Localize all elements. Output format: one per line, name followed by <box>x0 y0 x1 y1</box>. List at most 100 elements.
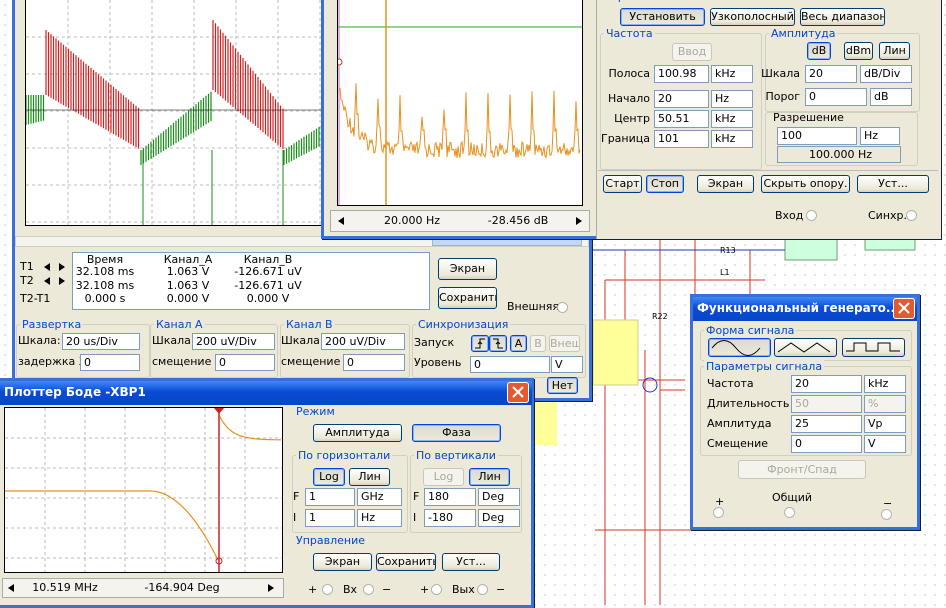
field[interactable]: -180 <box>424 509 476 527</box>
field[interactable]: 20 <box>654 90 709 108</box>
group-title: Управление <box>296 534 366 547</box>
button[interactable]: Лин <box>469 468 510 486</box>
cursor-frequency: 10.519 MHz <box>32 581 98 594</box>
radio[interactable] <box>906 210 917 221</box>
button[interactable]: Сохранить <box>376 553 436 571</box>
field[interactable]: 0 <box>80 354 140 371</box>
button[interactable]: Экран <box>438 258 497 280</box>
group-box <box>150 324 278 378</box>
button[interactable]: Лин <box>349 468 390 486</box>
field[interactable]: % <box>864 395 906 413</box>
field[interactable]: 50 <box>791 395 862 413</box>
radio[interactable] <box>363 584 374 595</box>
field[interactable]: 200 uV/Div <box>321 333 405 350</box>
radio[interactable] <box>806 210 817 221</box>
field[interactable]: V <box>864 435 906 453</box>
field[interactable]: 20 <box>805 65 857 83</box>
graphic[interactable] <box>264 581 278 595</box>
field[interactable]: kHz <box>711 110 753 128</box>
button[interactable]: Лин <box>879 42 910 60</box>
button[interactable]: Уст... <box>857 175 929 193</box>
field[interactable]: V <box>551 356 583 373</box>
field[interactable]: kHz <box>711 130 753 148</box>
button[interactable]: Log <box>313 468 345 486</box>
waveform-icon <box>777 342 831 353</box>
graphic <box>338 0 582 205</box>
field[interactable]: 0 <box>343 354 405 371</box>
button[interactable]: Сохранить <box>438 287 497 309</box>
button[interactable]: Амплитуда <box>313 424 402 442</box>
graphic[interactable] <box>40 274 54 288</box>
button[interactable]: Узкополосный <box>710 8 795 26</box>
radio[interactable] <box>557 302 568 313</box>
field[interactable]: GHz <box>357 488 402 506</box>
button[interactable]: dB <box>807 42 831 60</box>
label: Внешняя <box>507 300 559 313</box>
graphic <box>26 0 322 225</box>
waveform-button[interactable] <box>774 338 837 357</box>
field[interactable]: 100 <box>777 127 857 145</box>
field[interactable]: 50.51 <box>654 110 709 128</box>
field[interactable]: dB/Div <box>860 65 912 83</box>
graphic[interactable] <box>334 214 348 228</box>
field[interactable]: kHz <box>864 375 906 393</box>
field[interactable]: 0 <box>805 88 867 106</box>
field[interactable]: Hz <box>711 90 753 108</box>
button[interactable]: Скрыть опору. <box>761 175 850 193</box>
field[interactable]: Hz <box>860 127 900 145</box>
button[interactable]: A <box>510 335 527 352</box>
field[interactable]: 0 <box>470 356 550 373</box>
trace <box>212 20 284 150</box>
field[interactable]: 100.98 <box>654 65 709 83</box>
field[interactable]: Vp <box>864 415 906 433</box>
radio[interactable] <box>713 507 724 518</box>
graphic[interactable] <box>4 581 18 595</box>
graphic[interactable] <box>55 260 69 274</box>
radio[interactable] <box>431 584 442 595</box>
radio[interactable] <box>881 509 892 520</box>
field[interactable]: Deg <box>478 509 520 527</box>
field[interactable]: kHz <box>711 65 753 83</box>
arrow <box>8 584 14 592</box>
radio[interactable] <box>784 507 795 518</box>
waveform-icon <box>711 340 761 356</box>
radio[interactable] <box>477 584 488 595</box>
field: 100.000 Hz <box>777 146 901 163</box>
button: Фронт/Спад <box>738 460 866 479</box>
button[interactable]: Экран <box>697 175 754 193</box>
button[interactable]: Установить <box>620 8 705 26</box>
field[interactable]: 1 <box>305 509 355 527</box>
field[interactable]: dB <box>870 88 912 106</box>
button[interactable]: Весь диапазон <box>800 8 885 26</box>
field[interactable]: 0 <box>215 354 275 371</box>
field[interactable]: 0 <box>791 435 862 453</box>
field[interactable]: Hz <box>357 509 402 527</box>
field[interactable]: Deg <box>478 488 520 506</box>
field[interactable]: 200 uV/Div <box>192 333 275 350</box>
label: смещение Y <box>152 355 222 368</box>
button[interactable]: Стоп <box>646 175 684 193</box>
field[interactable]: 180 <box>424 488 476 506</box>
label: I <box>293 511 297 524</box>
button[interactable]: Экран <box>313 553 372 571</box>
close-icon <box>898 302 910 314</box>
field[interactable]: 20 us/Div <box>62 333 140 350</box>
row-label: T1 <box>20 260 34 273</box>
graphic[interactable] <box>55 274 69 288</box>
field[interactable]: 20 <box>791 375 862 393</box>
button[interactable]: dBm <box>844 42 873 60</box>
trace <box>140 91 212 165</box>
graphic[interactable] <box>40 260 54 274</box>
button[interactable]: Старт <box>603 175 642 193</box>
field[interactable]: 101 <box>654 130 709 148</box>
button[interactable]: Нет <box>547 377 578 394</box>
field[interactable]: 25 <box>791 415 862 433</box>
trace <box>45 30 140 149</box>
button[interactable]: Уст... <box>442 553 500 571</box>
graphic[interactable] <box>572 214 586 228</box>
field[interactable]: 1 <box>305 488 355 506</box>
label: Порог <box>765 90 801 103</box>
radio[interactable] <box>322 584 333 595</box>
group-box <box>280 324 410 378</box>
button[interactable]: Фаза <box>412 424 501 442</box>
